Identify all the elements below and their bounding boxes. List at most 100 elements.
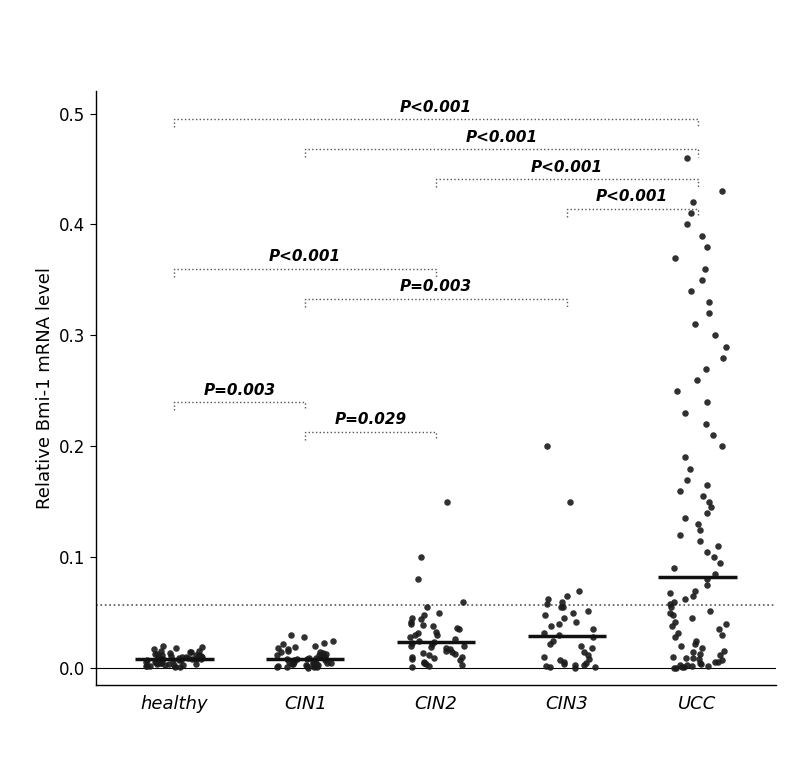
Point	[301, 653, 314, 665]
Point	[274, 645, 287, 658]
Point	[538, 626, 550, 638]
Point	[303, 652, 316, 664]
Point	[674, 640, 687, 652]
Point	[556, 601, 569, 613]
Point	[139, 660, 152, 672]
Point	[456, 651, 469, 664]
Point	[696, 230, 709, 242]
Point	[554, 601, 567, 613]
Point	[169, 661, 182, 673]
Point	[701, 546, 714, 558]
Point	[701, 573, 714, 585]
Point	[698, 263, 711, 275]
Point	[586, 642, 598, 654]
Point	[282, 643, 294, 655]
Point	[150, 655, 163, 667]
Point	[290, 653, 303, 665]
Point	[277, 638, 290, 650]
Point	[708, 551, 721, 563]
Text: P=0.003: P=0.003	[204, 383, 276, 397]
Point	[414, 551, 427, 563]
Point	[574, 640, 587, 652]
Y-axis label: Relative Bmi-1 mRNA level: Relative Bmi-1 mRNA level	[36, 267, 54, 509]
Point	[700, 479, 713, 492]
Point	[287, 658, 300, 670]
Point	[156, 653, 169, 665]
Point	[282, 655, 295, 667]
Point	[310, 652, 322, 664]
Point	[558, 613, 570, 625]
Point	[696, 274, 709, 286]
Point	[690, 635, 702, 647]
Point	[552, 618, 565, 630]
Point	[424, 641, 437, 653]
Text: P<0.001: P<0.001	[596, 189, 668, 205]
Point	[426, 620, 439, 632]
Point	[405, 613, 418, 625]
Point	[449, 648, 462, 660]
Point	[141, 654, 154, 667]
Point	[691, 374, 704, 386]
Point	[701, 579, 714, 591]
Point	[416, 619, 429, 631]
Point	[667, 596, 680, 608]
Point	[149, 648, 162, 660]
Point	[179, 651, 192, 664]
Point	[282, 645, 294, 657]
Point	[697, 490, 710, 502]
Point	[139, 655, 152, 667]
Point	[455, 659, 468, 671]
Point	[405, 618, 418, 630]
Point	[715, 654, 728, 667]
Point	[586, 631, 599, 643]
Point	[421, 601, 434, 613]
Point	[570, 616, 582, 628]
Point	[445, 645, 458, 658]
Point	[705, 501, 718, 514]
Point	[174, 661, 186, 673]
Point	[686, 196, 699, 209]
Point	[173, 654, 186, 667]
Text: P=0.003: P=0.003	[400, 279, 472, 295]
Point	[313, 649, 326, 661]
Point	[325, 657, 338, 669]
Point	[319, 651, 332, 664]
Point	[558, 658, 570, 670]
Point	[144, 660, 157, 672]
Point	[423, 660, 436, 672]
Point	[694, 657, 706, 669]
Point	[166, 654, 179, 667]
Point	[301, 660, 314, 672]
Point	[688, 638, 701, 650]
Point	[423, 649, 436, 661]
Point	[414, 613, 427, 626]
Point	[680, 151, 693, 164]
Point	[190, 658, 202, 670]
Point	[669, 252, 682, 264]
Point	[453, 623, 466, 635]
Point	[151, 651, 164, 664]
Point	[271, 642, 284, 654]
Point	[544, 661, 557, 673]
Point	[450, 622, 463, 635]
Point	[306, 658, 319, 670]
Point	[192, 649, 205, 661]
Point	[680, 652, 693, 664]
Point	[287, 655, 300, 667]
Point	[538, 609, 551, 621]
Point	[281, 653, 294, 665]
Point	[691, 518, 704, 530]
Point	[315, 650, 328, 662]
Text: P<0.001: P<0.001	[530, 160, 603, 174]
Point	[299, 659, 312, 671]
Point	[587, 623, 600, 635]
Point	[687, 652, 700, 664]
Point	[555, 596, 568, 608]
Point	[311, 659, 324, 671]
Point	[413, 635, 426, 647]
Point	[714, 649, 727, 661]
Point	[711, 655, 724, 667]
Point	[428, 635, 441, 648]
Point	[403, 631, 416, 643]
Point	[541, 441, 554, 453]
